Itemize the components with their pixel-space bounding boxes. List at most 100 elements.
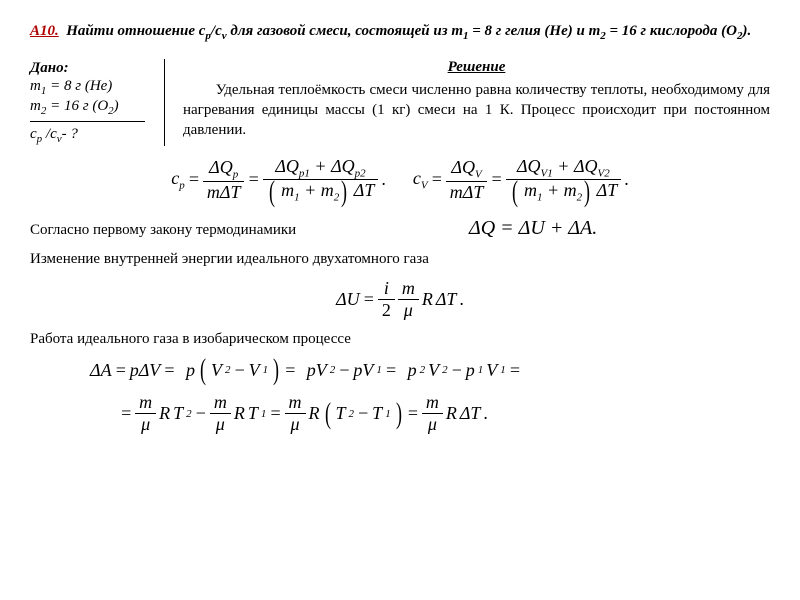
- m1b: m: [524, 180, 537, 200]
- dqp2: ΔQ: [331, 156, 355, 176]
- eq8: =: [284, 360, 296, 381]
- dqv: ΔQ: [451, 157, 475, 177]
- m2a: m: [321, 180, 334, 200]
- dt3: ΔT: [436, 289, 457, 310]
- solution-block: Решение Удельная теплоёмкость смеси числ…: [183, 59, 770, 141]
- gqa: c: [30, 126, 37, 142]
- T1b: T: [372, 403, 382, 424]
- dA: ΔA: [90, 360, 112, 381]
- mu-d2: μ: [135, 414, 156, 435]
- formula-work-2: = m μ RT2 − m μ RT1 = m μ R(T2 − T1) = m…: [30, 392, 770, 435]
- solution-title: Решение: [183, 59, 770, 76]
- m-n5: m: [422, 392, 443, 414]
- V1bs: 1: [500, 364, 506, 376]
- g1a: m: [30, 78, 41, 94]
- R2: R: [309, 403, 320, 424]
- work-text: Работа идеального газа в изобарическом п…: [30, 331, 770, 348]
- dt2: ΔT: [597, 180, 618, 200]
- stmt-slash: /c: [211, 23, 222, 39]
- dqp1: ΔQ: [275, 156, 299, 176]
- pl3: +: [553, 156, 574, 176]
- m-n4: m: [285, 392, 306, 414]
- m-n3: m: [210, 392, 231, 414]
- stmt-4: = 16 г кислорода (O: [606, 23, 737, 39]
- dt4: ΔT: [460, 403, 481, 424]
- RT2: R: [234, 403, 245, 424]
- p1b: p: [466, 360, 475, 381]
- formula-cp-cv: cp = ΔQp mΔT = ΔQp1 + ΔQp2 ( m1 + m2) ΔT…: [30, 156, 770, 205]
- mdt2: mΔT: [446, 182, 488, 203]
- first-law-row: Согласно первому закону термодинамики ΔQ…: [30, 214, 770, 243]
- eq5: =: [363, 289, 375, 310]
- solution-text: Удельная теплоёмкость смеси численно рав…: [183, 80, 770, 141]
- eq6: =: [115, 360, 127, 381]
- given-divider: [30, 121, 145, 122]
- gqb: /c: [42, 126, 57, 142]
- dot2: .: [624, 169, 629, 190]
- eq2: =: [247, 169, 259, 190]
- m-n2: m: [135, 392, 156, 414]
- cp-sub: p: [179, 180, 185, 192]
- mdt1: mΔT: [203, 182, 245, 203]
- pV2s: 2: [330, 364, 336, 376]
- given-line-1: m1 = 8 г (He): [30, 78, 150, 97]
- V1a: V: [249, 360, 260, 381]
- V2as: 2: [225, 364, 231, 376]
- m2b: m: [564, 180, 577, 200]
- dot3: .: [459, 289, 464, 310]
- p1: p: [186, 360, 195, 381]
- problem-statement: А10. Найти отношение cp/cv для газовой с…: [30, 20, 770, 45]
- two-den: 2: [378, 300, 395, 321]
- cv-lhs: c: [413, 168, 421, 188]
- gqc: - ?: [62, 126, 78, 142]
- eq4: =: [490, 169, 502, 190]
- internal-energy-text: Изменение внутренней энергии идеального …: [30, 251, 770, 268]
- p2a: p: [408, 360, 417, 381]
- dot4: .: [483, 403, 488, 424]
- p2as: 2: [420, 364, 426, 376]
- eq11: =: [120, 403, 132, 424]
- V2b: V: [428, 360, 439, 381]
- dqps: p: [233, 169, 239, 181]
- pV1: pV: [353, 360, 373, 381]
- pl2: +: [300, 180, 321, 200]
- solution-text-content: Удельная теплоёмкость смеси численно рав…: [183, 82, 770, 139]
- m1a: m: [281, 180, 294, 200]
- m2s: 2: [334, 192, 340, 204]
- dt1: ΔT: [354, 180, 375, 200]
- stmt-1: Найти отношение c: [66, 23, 205, 39]
- i-num: i: [378, 278, 395, 300]
- T2as: 2: [186, 408, 192, 420]
- pl1: +: [310, 156, 331, 176]
- eq10: =: [509, 360, 521, 381]
- formula-work-1: ΔA = pΔV = p(V2 − V1) = pV2 − pV1 = p2V2…: [30, 358, 770, 382]
- mu-d5: μ: [422, 414, 443, 435]
- formula-du: ΔU = i 2 m μ RΔT.: [30, 278, 770, 321]
- g2b: = 16 г (O: [46, 98, 108, 114]
- given-solution-row: Дано: m1 = 8 г (He) m2 = 16 г (O2) cp /c…: [30, 59, 770, 146]
- dqv1s: V1: [541, 167, 553, 179]
- V2a: V: [211, 360, 222, 381]
- eq7: =: [163, 360, 175, 381]
- mu-den: μ: [398, 300, 419, 321]
- g1b: = 8 г (He): [46, 78, 112, 94]
- given-line-2: m2 = 16 г (O2): [30, 98, 150, 117]
- given-title: Дано:: [30, 60, 150, 77]
- mu-d4: μ: [285, 414, 306, 435]
- V1b: V: [486, 360, 497, 381]
- R3: R: [446, 403, 457, 424]
- stmt-3: = 8 г гелия (He) и m: [469, 23, 601, 39]
- problem-label: А10.: [30, 23, 59, 39]
- dqv2s: V2: [598, 167, 610, 179]
- min2: −: [338, 360, 350, 381]
- cv-sub: V: [421, 180, 428, 192]
- eq3: =: [431, 169, 443, 190]
- eq12: =: [269, 403, 281, 424]
- dqp1s: p1: [299, 167, 310, 179]
- first-law-formula: ΔQ = ΔU + ΔA.: [296, 217, 770, 240]
- du: ΔU: [336, 289, 360, 310]
- dqp2s: p2: [355, 167, 366, 179]
- first-law-text: Согласно первому закону термодинамики: [30, 222, 296, 239]
- V1as: 1: [263, 364, 269, 376]
- pV2: pV: [307, 360, 327, 381]
